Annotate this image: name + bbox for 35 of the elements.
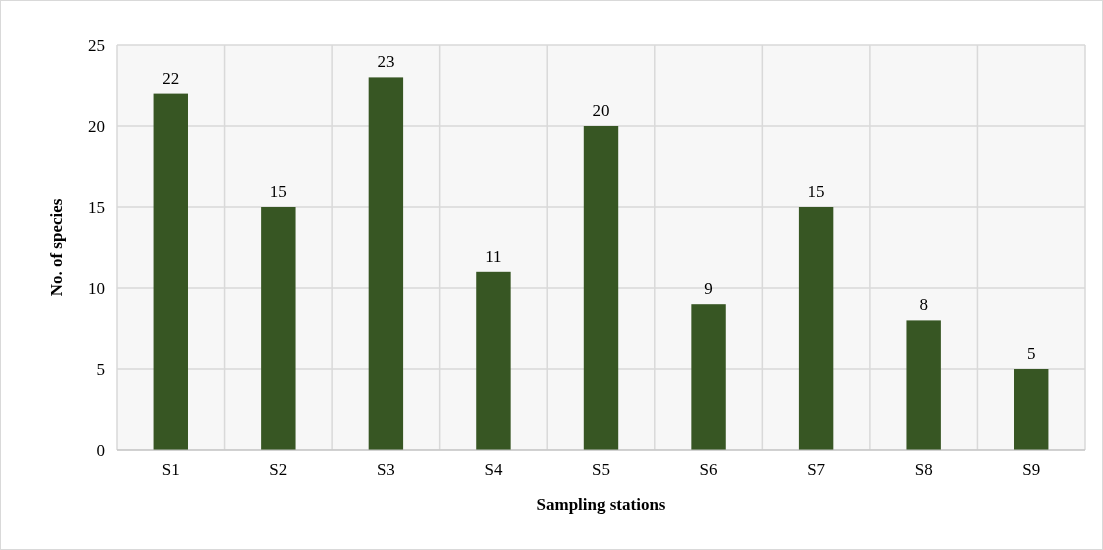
data-label: 9 — [704, 279, 713, 299]
data-label: 8 — [919, 295, 928, 315]
bar — [798, 207, 834, 450]
bar — [261, 207, 296, 450]
data-label: 22 — [162, 68, 180, 88]
bar — [583, 126, 619, 450]
data-label: 15 — [807, 182, 825, 201]
x-tick-label: S3 — [376, 460, 395, 479]
data-label: 5 — [1026, 344, 1036, 363]
x-tick-label: S2 — [269, 460, 288, 479]
x-axis-title: Sampling stations — [536, 495, 666, 514]
bar — [368, 77, 404, 450]
data-label: 11 — [485, 246, 502, 266]
y-tick-label: 0 — [96, 440, 105, 460]
data-label: 20 — [592, 101, 610, 120]
x-tick-label: S9 — [1022, 460, 1041, 479]
y-tick-label: 5 — [96, 359, 105, 379]
data-label: 15 — [269, 182, 287, 201]
x-tick-label: S6 — [699, 460, 718, 479]
x-tick-label: S1 — [161, 460, 180, 479]
y-tick-label: 25 — [88, 35, 105, 55]
bar — [906, 320, 941, 450]
data-label: 23 — [377, 52, 395, 72]
y-axis-title: No. of species — [47, 198, 66, 297]
x-tick-label: S8 — [914, 460, 933, 479]
bar — [1014, 369, 1049, 450]
y-tick-label: 10 — [88, 278, 105, 298]
y-tick-label: 20 — [88, 116, 105, 136]
bar — [691, 304, 726, 450]
y-tick-label: 15 — [88, 197, 105, 217]
bar — [153, 93, 188, 450]
bar — [476, 271, 511, 450]
x-tick-label: S7 — [807, 460, 826, 479]
x-tick-label: S4 — [484, 460, 503, 479]
x-tick-label: S5 — [592, 460, 610, 479]
